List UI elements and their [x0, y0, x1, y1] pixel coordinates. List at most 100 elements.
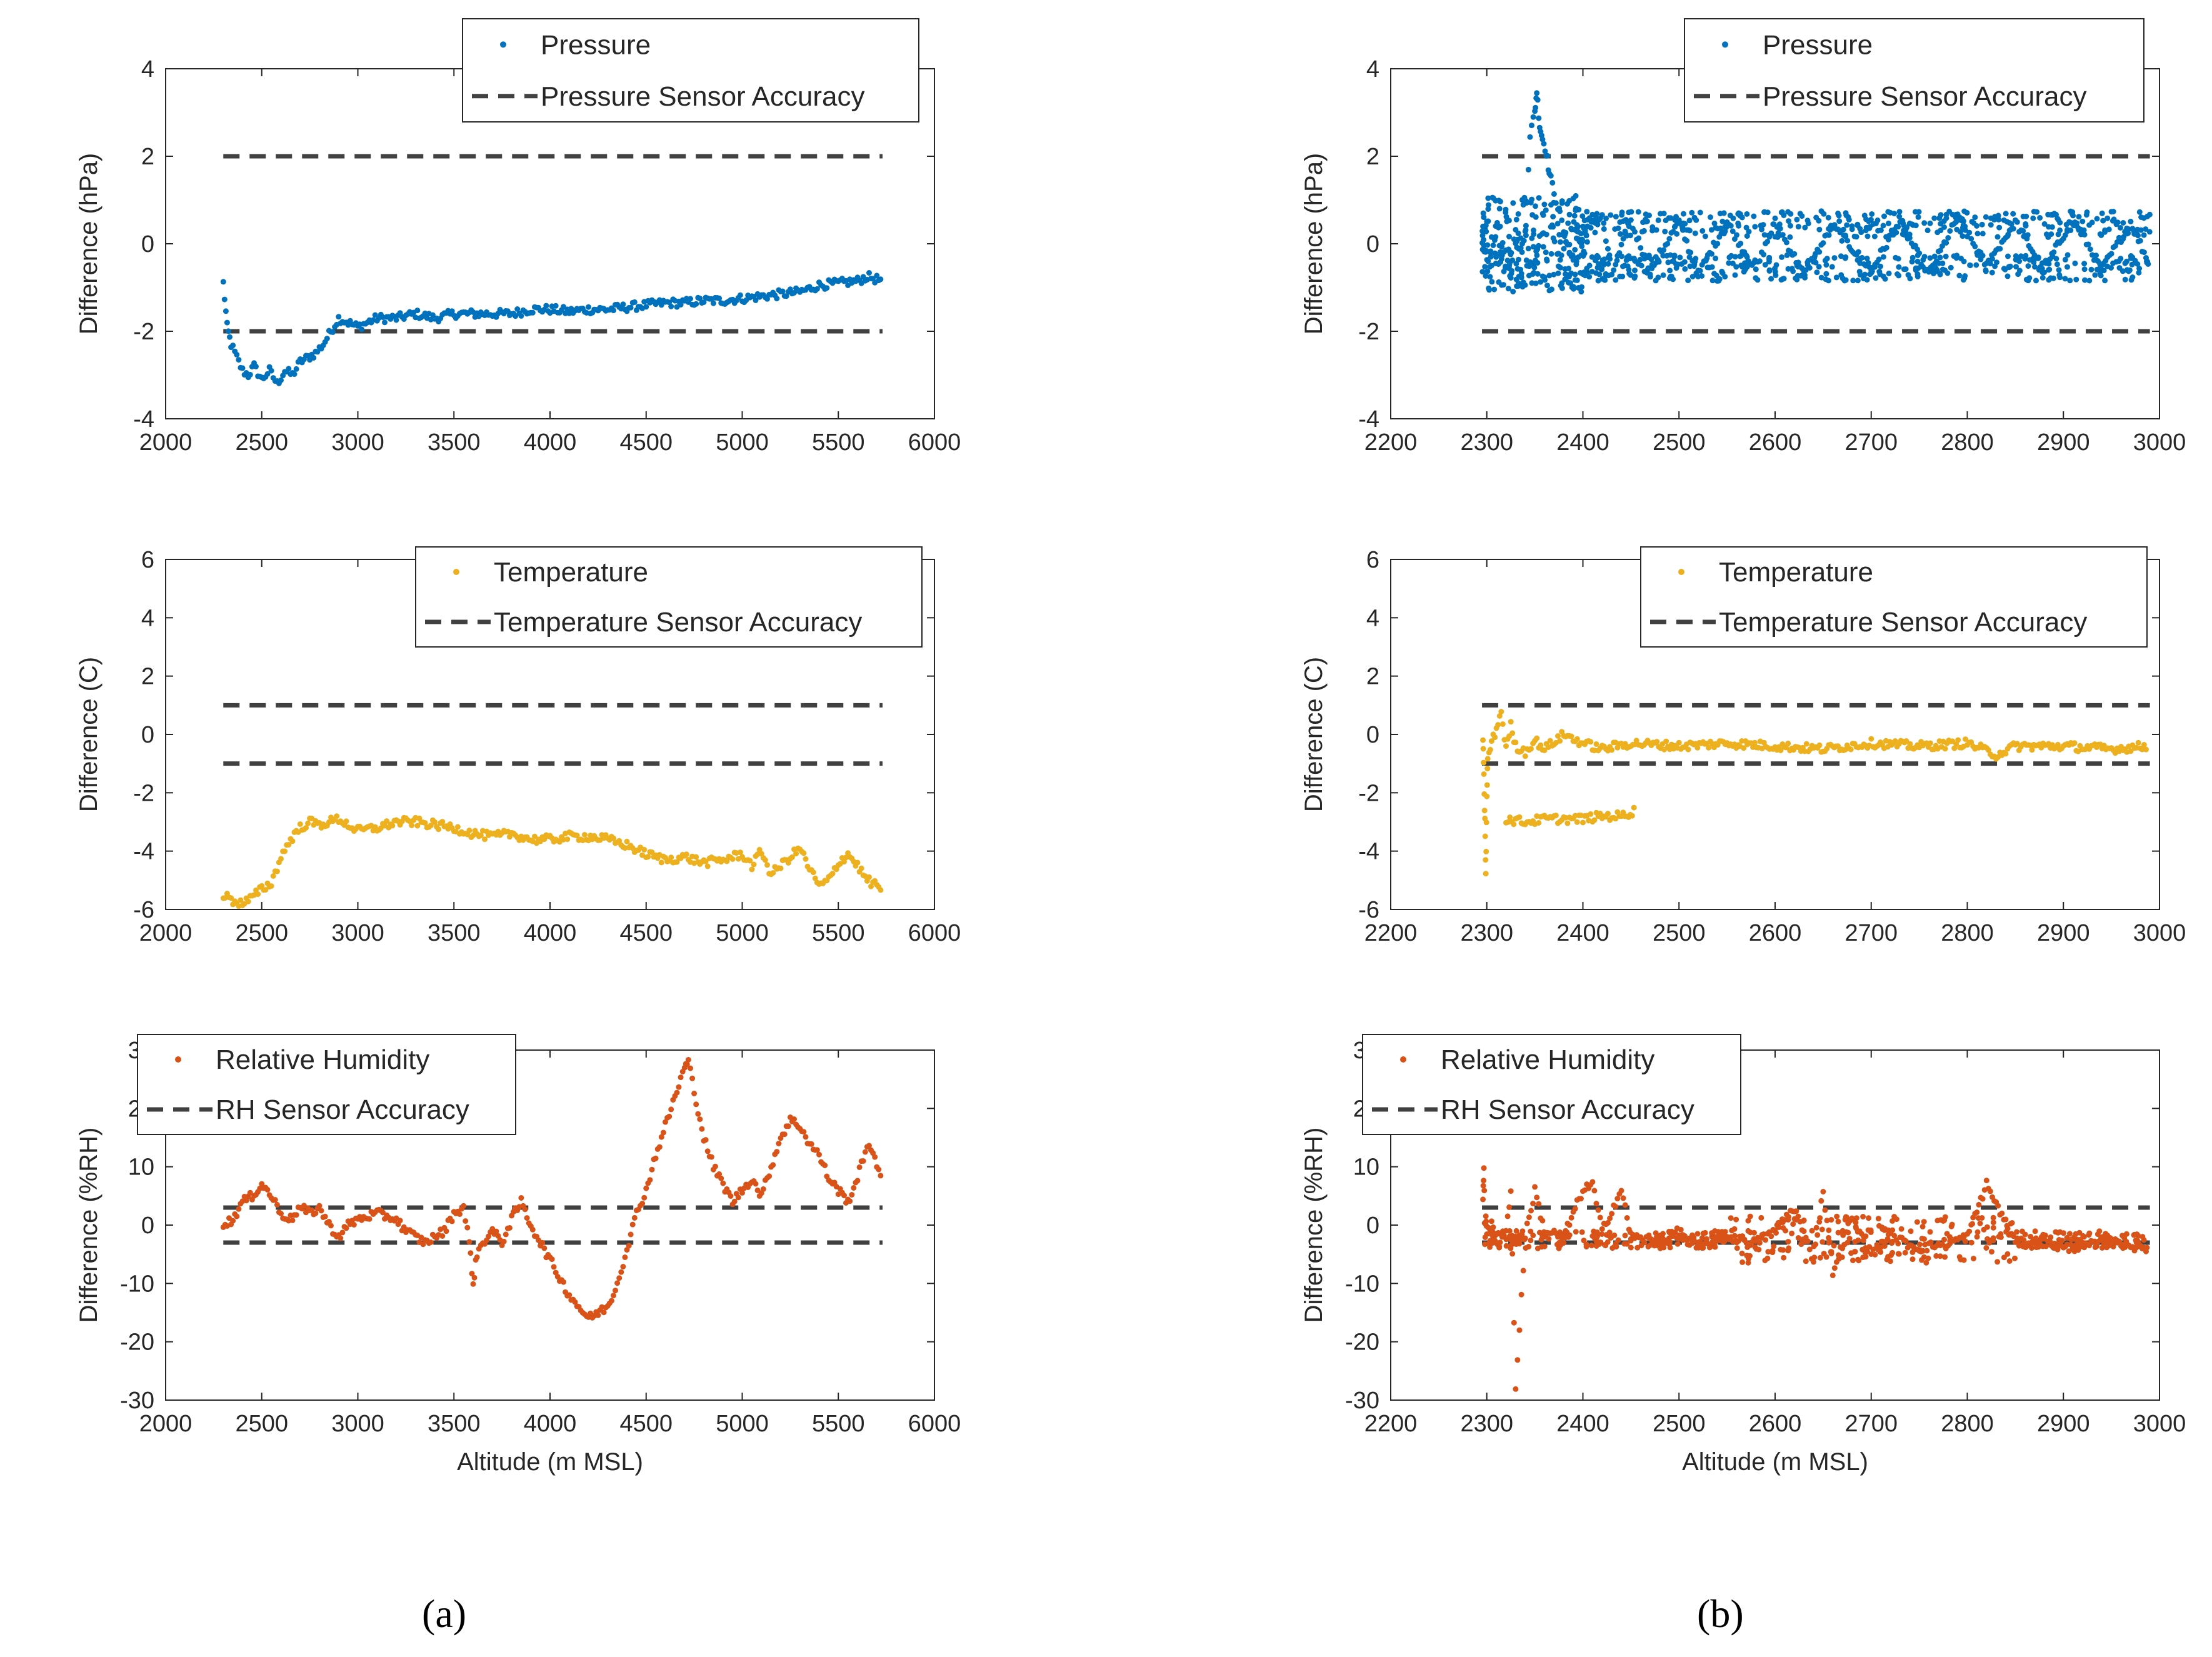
- data-point: [1647, 1242, 1653, 1248]
- data-point: [1495, 722, 1501, 728]
- data-point: [1909, 259, 1915, 265]
- data-point: [227, 334, 233, 340]
- data-point: [574, 833, 580, 839]
- data-point: [2033, 1244, 2039, 1251]
- data-point: [322, 1213, 328, 1219]
- y-tick-label: -10: [120, 1271, 154, 1297]
- data-point: [1572, 247, 1578, 253]
- data-point: [2086, 1230, 2093, 1236]
- data-point: [428, 823, 434, 829]
- data-point: [2067, 278, 2073, 284]
- data-point: [1483, 1213, 1489, 1219]
- data-point: [1799, 213, 1805, 219]
- data-point: [1671, 224, 1678, 230]
- data-point: [1562, 276, 1568, 283]
- data-point: [2054, 216, 2061, 221]
- data-point: [1835, 743, 1841, 749]
- data-point: [2134, 1238, 2140, 1243]
- data-point: [1744, 211, 1750, 217]
- data-point: [1509, 1240, 1516, 1246]
- data-point: [822, 1163, 828, 1168]
- data-point: [1538, 279, 1544, 285]
- data-point: [1959, 233, 1966, 239]
- data-point: [1818, 1198, 1824, 1204]
- x-tick-label: 2600: [1749, 920, 1802, 946]
- data-point: [1802, 224, 1808, 231]
- data-point: [1974, 231, 1981, 237]
- data-point: [1898, 1226, 1904, 1232]
- data-point: [1916, 1241, 1923, 1248]
- data-point: [1855, 1256, 1861, 1263]
- data-point: [1516, 256, 1521, 263]
- data-point: [1613, 1204, 1619, 1209]
- data-point: [1527, 134, 1533, 140]
- data-point: [1513, 216, 1519, 223]
- data-point: [289, 838, 296, 844]
- data-point: [595, 1312, 601, 1318]
- data-point: [1786, 218, 1792, 224]
- data-point: [1587, 216, 1593, 223]
- data-point: [1693, 256, 1699, 262]
- data-point: [1907, 741, 1913, 747]
- data-point: [1789, 1230, 1795, 1236]
- data-point: [2006, 1258, 2013, 1264]
- data-point: [1869, 211, 1875, 217]
- data-point: [464, 1224, 471, 1231]
- data-point: [428, 1239, 434, 1245]
- data-point: [611, 308, 616, 314]
- x-tick-label: 2700: [1844, 429, 1898, 456]
- data-point: [1510, 289, 1516, 294]
- data-point: [1566, 198, 1573, 204]
- data-point: [278, 1211, 284, 1216]
- legend-entry-series: Temperature: [1719, 557, 1873, 588]
- data-point: [1974, 252, 1981, 258]
- data-point: [1647, 1235, 1653, 1241]
- data-point: [641, 846, 648, 853]
- data-point: [1896, 209, 1903, 215]
- data-point: [1649, 228, 1656, 234]
- data-point: [2102, 227, 2108, 233]
- data-point: [1614, 1196, 1621, 1202]
- data-point: [1551, 271, 1557, 278]
- data-point: [2029, 256, 2036, 262]
- data-point: [1785, 209, 1791, 215]
- data-point: [1632, 229, 1638, 235]
- data-point: [1578, 1196, 1584, 1202]
- data-point: [1974, 1209, 1980, 1215]
- data-point: [1745, 1228, 1751, 1234]
- data-point: [2136, 209, 2143, 215]
- data-point: [1603, 215, 1609, 221]
- data-point: [1636, 235, 1642, 241]
- data-point: [1793, 1208, 1799, 1214]
- data-point: [776, 1141, 782, 1146]
- data-point: [2054, 741, 2061, 748]
- data-point: [774, 296, 780, 302]
- data-point: [1835, 1229, 1841, 1236]
- data-point: [2005, 253, 2011, 259]
- data-point: [1484, 782, 1490, 788]
- data-point: [1947, 228, 1953, 234]
- data-point: [1737, 1233, 1743, 1239]
- data-point: [1618, 241, 1624, 248]
- y-tick-label: -10: [1345, 1271, 1379, 1297]
- data-point: [1988, 222, 1994, 228]
- data-point: [1530, 244, 1536, 250]
- data-point: [2010, 211, 2016, 217]
- data-point: [2118, 256, 2124, 262]
- data-point: [2014, 1229, 2019, 1235]
- data-point: [1534, 735, 1540, 741]
- y-tick-label: 2: [141, 144, 154, 170]
- data-point: [2081, 266, 2088, 273]
- data-point: [414, 823, 421, 829]
- data-point: [691, 1090, 698, 1096]
- data-point: [1785, 266, 1791, 272]
- data-point: [1734, 1245, 1740, 1251]
- data-point: [1624, 1215, 1630, 1221]
- data-point: [1728, 253, 1734, 259]
- x-tick-label: 6000: [908, 920, 961, 946]
- data-point: [1801, 1228, 1807, 1234]
- data-point: [1578, 289, 1584, 295]
- data-point: [878, 276, 884, 283]
- data-point: [1588, 739, 1594, 745]
- data-point: [1482, 264, 1488, 270]
